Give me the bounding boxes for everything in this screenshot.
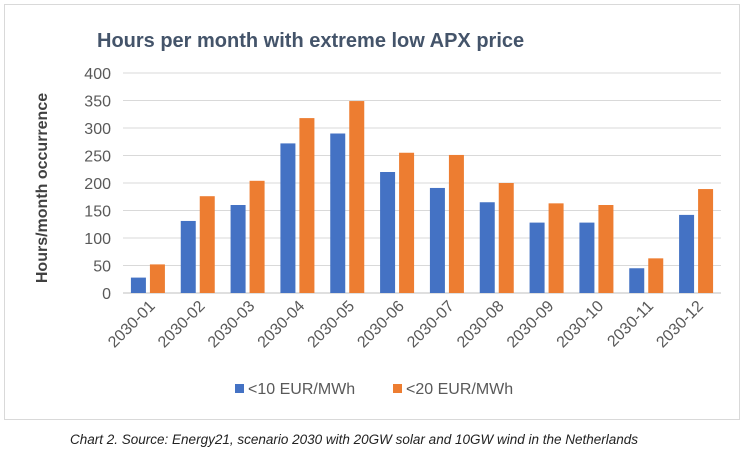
y-tick-label: 200 (84, 176, 111, 193)
bar-lt10 (230, 205, 246, 293)
chart-title: Hours per month with extreme low APX pri… (97, 30, 524, 52)
chart-caption: Chart 2. Source: Energy21, scenario 2030… (70, 432, 639, 447)
bar-lt20 (149, 264, 165, 293)
x-tick-label: 2030-12 (653, 298, 707, 352)
y-tick-label: 0 (102, 286, 111, 303)
bar-lt10 (529, 222, 545, 293)
bar-lt20 (698, 189, 714, 293)
y-tick-label: 250 (84, 149, 111, 166)
x-tick-label: 2030-05 (305, 298, 359, 352)
legend: <10 EUR/MWh <20 EUR/MWh (235, 381, 513, 398)
bar-lt10 (579, 222, 595, 293)
x-tick-label: 2030-04 (255, 298, 309, 352)
bar-lt20 (349, 101, 365, 293)
bar-lt20 (598, 205, 614, 293)
x-tick-label: 2030-09 (504, 298, 558, 352)
bar-lt10 (330, 133, 346, 293)
bar-lt20 (249, 180, 265, 293)
chart-frame: Hours per month with extreme low APX pri… (4, 4, 740, 420)
bar-lt10 (629, 268, 645, 293)
y-tick-label: 350 (84, 94, 111, 111)
bar-lt10 (380, 172, 396, 293)
x-tick-label: 2030-08 (454, 298, 508, 352)
bar-lt10 (180, 220, 196, 293)
bar-lt10 (479, 202, 495, 293)
bar-lt10 (130, 277, 146, 293)
y-tick-label: 50 (93, 259, 111, 276)
y-tick-label: 100 (84, 231, 111, 248)
bar-lt20 (548, 203, 564, 293)
bar-lt20 (448, 154, 464, 293)
legend-label: <20 EUR/MWh (406, 381, 513, 398)
x-axis-ticks: 2030-012030-022030-032030-042030-052030-… (105, 298, 707, 352)
bar-lt20 (399, 152, 415, 293)
legend-swatch (235, 384, 244, 393)
y-tick-label: 300 (84, 121, 111, 138)
gridlines (123, 72, 721, 294)
bar-lt20 (648, 258, 664, 293)
x-tick-label: 2030-01 (105, 298, 159, 352)
legend-swatch (393, 384, 402, 393)
x-tick-label: 2030-07 (404, 298, 458, 352)
bar-lt10 (679, 214, 695, 293)
bars (130, 101, 714, 293)
y-tick-label: 400 (84, 66, 111, 83)
bar-lt20 (199, 196, 215, 293)
bar-lt10 (280, 143, 296, 293)
bar-lt10 (429, 187, 445, 293)
x-tick-label: 2030-11 (604, 298, 657, 351)
y-tick-label: 150 (84, 204, 111, 221)
x-tick-label: 2030-03 (205, 298, 259, 352)
bar-lt20 (299, 118, 315, 293)
legend-label: <10 EUR/MWh (248, 381, 355, 398)
bar-chart: Hours per month with extreme low APX pri… (34, 30, 721, 398)
x-tick-label: 2030-02 (155, 298, 209, 352)
x-tick-label: 2030-06 (354, 298, 408, 352)
bar-lt20 (498, 183, 514, 293)
y-axis-label: Hours/month occurrence (34, 93, 51, 283)
x-tick-label: 2030-10 (554, 298, 608, 352)
y-axis-ticks: 0 50 100 150 200 250 300 350 400 (84, 66, 111, 303)
